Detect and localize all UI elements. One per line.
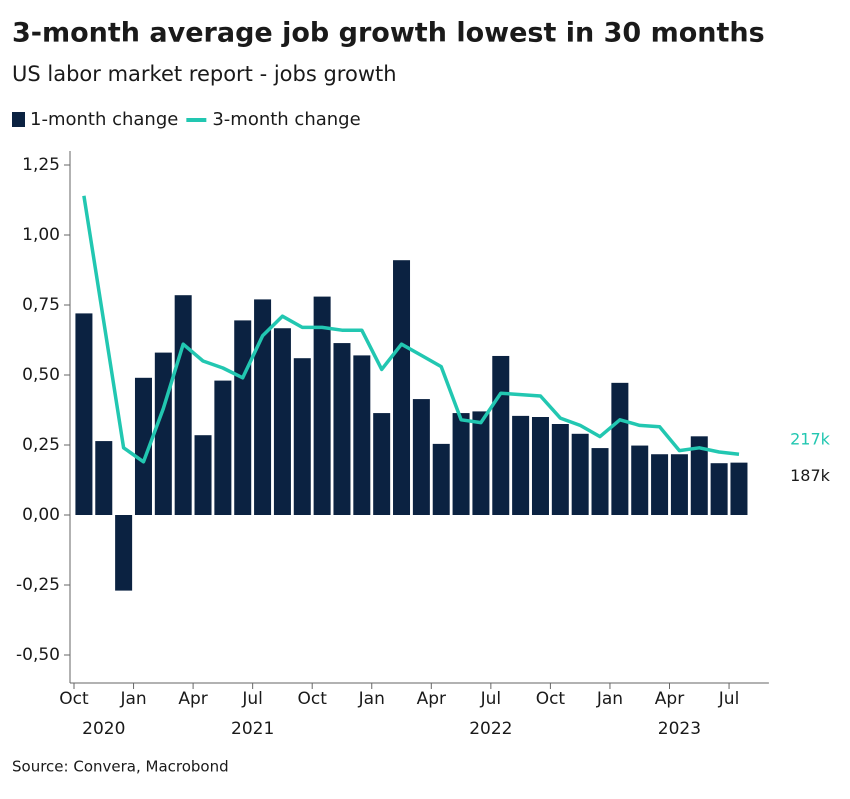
- bar: [452, 413, 470, 515]
- bar: [75, 313, 93, 515]
- x-tick-label: Jul: [480, 689, 502, 709]
- bar: [95, 441, 113, 515]
- x-tick-label: Oct: [59, 689, 89, 709]
- chart-subtitle: US labor market report - jobs growth: [12, 62, 397, 86]
- legend-label: 3-month change: [212, 109, 360, 130]
- x-tick-label: Oct: [297, 689, 327, 709]
- bar: [254, 299, 272, 515]
- legend-swatch: [12, 112, 25, 127]
- y-tick-label: 0,25: [22, 435, 60, 455]
- y-tick-label: -0,25: [16, 575, 60, 595]
- bar: [432, 443, 450, 515]
- x-group-label: 2023: [658, 719, 701, 739]
- legend-label: 1-month change: [30, 109, 178, 130]
- x-group-label: 2020: [82, 719, 125, 739]
- bar: [591, 448, 609, 515]
- bar: [690, 436, 708, 515]
- bar: [670, 454, 688, 515]
- y-tick-label: 0,50: [22, 365, 60, 385]
- x-group-label: 2022: [469, 719, 512, 739]
- value-label: 217k: [790, 430, 831, 449]
- y-tick-label: 1,25: [22, 155, 60, 175]
- chart-title: 3-month average job growth lowest in 30 …: [12, 18, 765, 49]
- bar: [412, 399, 430, 515]
- y-tick-label: 0,75: [22, 295, 60, 315]
- bar: [333, 343, 351, 515]
- bar: [651, 454, 669, 515]
- bar: [214, 380, 232, 515]
- x-tick-label: Apr: [655, 689, 684, 709]
- y-tick-label: -0,50: [16, 645, 60, 665]
- bar: [631, 445, 649, 515]
- bar: [234, 320, 252, 515]
- bar: [293, 358, 311, 515]
- bar: [154, 352, 172, 515]
- bar: [571, 433, 589, 515]
- x-tick-label: Jan: [358, 689, 385, 709]
- bar: [393, 260, 411, 515]
- bar: [730, 462, 748, 515]
- bar: [551, 424, 569, 515]
- bar: [273, 328, 291, 515]
- x-tick-label: Oct: [536, 689, 566, 709]
- x-tick-label: Jan: [119, 689, 146, 709]
- bar: [611, 382, 629, 515]
- bar: [174, 295, 192, 515]
- bar: [353, 355, 371, 515]
- x-tick-label: Jul: [718, 689, 740, 709]
- source: Source: Convera, Macrobond: [12, 758, 229, 776]
- x-tick-label: Jul: [241, 689, 263, 709]
- y-tick-label: 1,00: [22, 225, 60, 245]
- x-tick-label: Jan: [596, 689, 623, 709]
- bar: [373, 413, 391, 515]
- line: [82, 195, 740, 464]
- bar: [492, 355, 510, 515]
- value-label: 187k: [790, 466, 831, 485]
- bar: [472, 411, 490, 515]
- bar: [710, 463, 728, 515]
- bar: [134, 377, 152, 515]
- x-tick-label: Apr: [417, 689, 446, 709]
- bar: [512, 415, 530, 515]
- bar: [313, 296, 331, 515]
- x-tick-label: Apr: [178, 689, 207, 709]
- bar: [194, 435, 212, 515]
- x-group-label: 2021: [231, 719, 274, 739]
- bar: [115, 515, 133, 591]
- bar: [531, 417, 549, 515]
- y-tick-label: 0,00: [22, 505, 60, 525]
